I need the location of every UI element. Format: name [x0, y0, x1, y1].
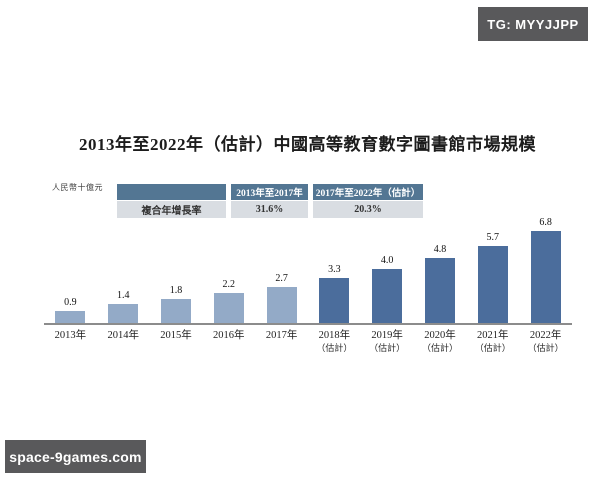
- bar-value-label: 1.4: [116, 290, 130, 301]
- cagr-row-label: 複合年增長率: [117, 201, 226, 218]
- watermark-telegram-badge: TG: MYYJJPP: [478, 7, 588, 41]
- x-axis-label: 2019年 （估計）: [361, 330, 414, 353]
- bar: [424, 258, 455, 323]
- cagr-header-period2: 2017年至2022年（估計）: [313, 184, 423, 200]
- x-axis-label: 2013年: [44, 330, 97, 353]
- x-axis-label: 2015年: [150, 330, 203, 353]
- bar-slot-2015年: 1.8: [150, 286, 203, 323]
- chart-title: 2013年至2022年（估計）中國高等教育數字圖書館市場規模: [79, 135, 536, 154]
- x-axis-year-label: 2014年: [107, 330, 139, 341]
- x-axis-label: 2017年: [255, 330, 308, 353]
- bar: [372, 269, 403, 323]
- cagr-table-value-row: 複合年增長率 31.6% 20.3%: [117, 201, 423, 218]
- x-axis-labels: 2013年 2014年 2015年 2016年 2017年 2018年 （估計） 2019年（…: [44, 330, 572, 353]
- cagr-table-header-row: 2013年至2017年 2017年至2022年（估計）: [117, 184, 423, 200]
- x-axis-estimate-label: （估計）: [474, 342, 511, 353]
- bar: [530, 231, 561, 323]
- x-axis-year-label: 2017年: [265, 330, 298, 341]
- x-axis-estimate-label: （估計）: [421, 342, 458, 353]
- x-axis-estimate-label: （估計）: [527, 342, 564, 353]
- x-axis-year-label: 2019年: [371, 330, 403, 341]
- bar-value-label: 5.7: [486, 232, 500, 243]
- x-axis-year-label: 2015年: [160, 330, 192, 341]
- y-axis-unit-label: 人民幣十億元: [52, 183, 103, 192]
- x-axis-estimate-label: （估計）: [369, 342, 406, 353]
- x-axis-year-label: 2020年: [424, 330, 456, 341]
- bar-value-label: 0.9: [64, 297, 77, 308]
- bar: [108, 304, 139, 323]
- bar-slot-2020年: 4.8: [414, 245, 467, 323]
- bar: [55, 311, 86, 323]
- cagr-value-period1: 31.6%: [231, 201, 308, 218]
- bar-value-label: 4.0: [380, 255, 394, 266]
- x-axis-year-label: 2016年: [213, 330, 245, 341]
- bar-slot-2013年: 0.9: [44, 298, 97, 323]
- bars-container: 0.9 1.4 1.8 2.2 2.7 3.3 4.0 4.8 5.7 6.8: [44, 215, 572, 323]
- x-axis-label: 2021年 （估計）: [466, 330, 519, 353]
- bar-value-label: 6.8: [539, 217, 552, 228]
- bar-value-label: 1.8: [169, 285, 183, 296]
- bar-value-label: 3.3: [328, 264, 341, 275]
- x-axis-estimate-label: （估計）: [316, 342, 353, 353]
- bar: [477, 246, 508, 323]
- bar: [213, 293, 244, 323]
- x-axis-year-label: 2013年: [54, 330, 87, 341]
- x-axis-label: 2018年 （估計）: [308, 330, 361, 353]
- bar-slot-2016年: 2.2: [202, 280, 255, 323]
- bar-slot-2019年: 4.0: [361, 256, 414, 323]
- bar: [319, 278, 350, 323]
- x-axis-label: 2022年 （估計）: [519, 330, 572, 353]
- bar-slot-2018年: 3.3: [308, 265, 361, 323]
- bar-slot-2017年: 2.7: [255, 274, 308, 323]
- x-axis-label: 2014年: [97, 330, 150, 353]
- cagr-value-period2: 20.3%: [313, 201, 423, 218]
- cagr-header-period1: 2013年至2017年: [231, 184, 308, 200]
- x-axis-label: 2020年 （估計）: [414, 330, 467, 353]
- bar-value-label: 2.2: [222, 279, 236, 290]
- x-axis-line: [44, 323, 572, 325]
- bar-slot-2014年: 1.4: [97, 291, 150, 323]
- bar: [266, 287, 297, 323]
- x-axis-label: 2016年: [202, 330, 255, 353]
- x-axis-year-label: 2018年: [318, 330, 351, 341]
- bar-value-label: 4.8: [433, 244, 447, 255]
- bar-value-label: 2.7: [275, 273, 288, 284]
- cagr-header-empty-cell: [117, 184, 226, 200]
- x-axis-year-label: 2021年: [477, 330, 509, 341]
- watermark-website-badge: space-9games.com: [5, 440, 146, 473]
- bar-slot-2022年: 6.8: [519, 218, 572, 323]
- x-axis-year-label: 2022年: [529, 330, 562, 341]
- cagr-table: 2013年至2017年 2017年至2022年（估計） 複合年增長率 31.6%…: [117, 184, 423, 218]
- bar: [160, 299, 191, 323]
- bar-slot-2021年: 5.7: [466, 233, 519, 323]
- bar-chart-plot-area: 0.9 1.4 1.8 2.2 2.7 3.3 4.0 4.8 5.7 6.8 2013年 2014…: [44, 215, 572, 355]
